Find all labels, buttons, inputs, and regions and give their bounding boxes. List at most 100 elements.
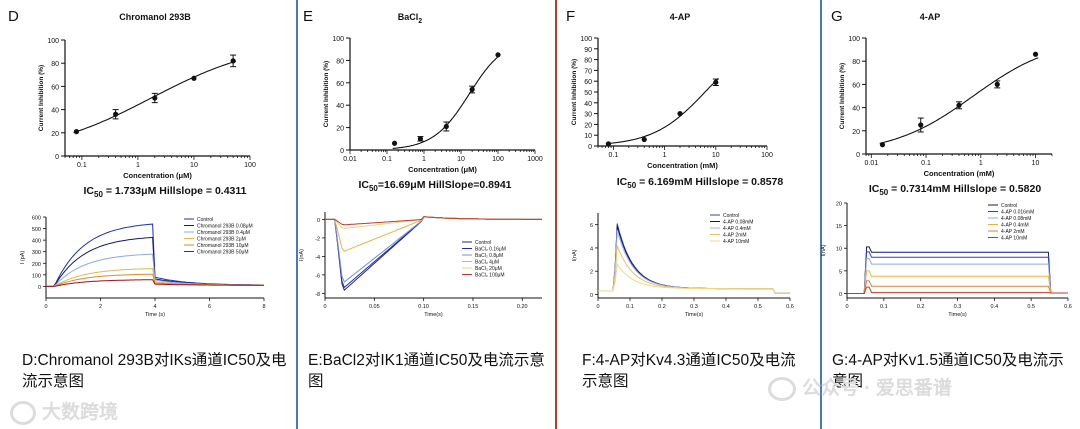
trace-0-ylabel: I (pA) <box>20 251 26 265</box>
trace-3-series-line <box>847 246 1068 294</box>
trace-2-xtick-label: 0.1 <box>626 304 634 310</box>
trace-0-xlabel: Time (s) <box>145 312 165 318</box>
trace-1-xtick-label: 0.15 <box>468 304 479 310</box>
dose-1-xtick-label: 100 <box>492 156 504 163</box>
trace-3-ytick-label: 10 <box>836 247 842 253</box>
trace-2-legend-label: 4-AP 10mM <box>723 239 749 245</box>
trace-3-legend-label: 4-AP 0.08mM <box>1001 216 1031 222</box>
trace-2-ytick-label: 6 <box>590 223 593 229</box>
caption-d: D:Chromanol 293B对IKs通道IC50及电 流示意图 <box>22 352 287 390</box>
dose-0-ylabel: Current Inhibition (%) <box>38 65 45 131</box>
trace-0-legend-label: Chromanol 293B 10μM <box>197 243 249 249</box>
dose-3-xtick-label: 10 <box>1032 160 1040 167</box>
panel-title-e: BaCl2 <box>397 12 423 25</box>
trace-3-xtick-label: 0.1 <box>880 304 888 310</box>
trace-3-series-line <box>847 286 1068 294</box>
ic50-text-f: IC50 = 6.169mM Hillslope = 0.8578 <box>616 176 784 191</box>
trace-0-legend-label: Chromanol 293B 0.4μM <box>197 230 250 236</box>
dose-2-data-point <box>605 141 612 147</box>
panel-title-f: 4-AP <box>669 12 691 22</box>
trace-1-legend-label: BaCl₂ 100μM <box>475 273 505 279</box>
dose-2-ytick-label: 10 <box>584 133 592 140</box>
trace-1-xtick-label: 0.20 <box>517 304 528 310</box>
trace-0-legend-label: Chromanol 293B 2μM <box>197 237 246 243</box>
dose-2-xtick-label: 0.1 <box>609 152 619 159</box>
trace-0-ytick-label: 400 <box>32 239 41 245</box>
dose-0-ytick-label: 0 <box>55 154 59 161</box>
trace-3-xtick-label: 0.3 <box>954 304 962 310</box>
trace-2-ytick-label: 0 <box>590 293 593 299</box>
trace-0-xtick-label: 6 <box>208 304 211 310</box>
dose-0-ytick-label: 60 <box>51 84 59 91</box>
dose-0-ytick-label: 80 <box>51 61 59 68</box>
trace-3-series-line <box>847 251 1068 294</box>
trace-3-xtick-label: 0.6 <box>1064 304 1072 310</box>
trace-2-legend-label: 4-AP 0.08mM <box>723 220 753 226</box>
dose-1-xtick-label: 1 <box>422 156 426 163</box>
link-logo-icon <box>10 400 36 425</box>
dose-1-data-point <box>495 52 501 58</box>
dose-3-data-point <box>956 102 962 108</box>
trace-2-ytick-label: 2 <box>590 270 593 276</box>
wechat-icon <box>768 376 796 401</box>
panel-title-d: Chromanol 293B <box>119 12 191 22</box>
trace-2-series-line <box>598 223 790 294</box>
dose-1-xtick-label: 0.01 <box>343 156 357 163</box>
trace-1-xlabel: Time(s) <box>424 312 443 318</box>
trace-3-legend-label: 4-AP 0.4mM <box>1001 223 1029 229</box>
trace-1-series-line <box>325 216 542 292</box>
dose-0-ytick-label: 100 <box>47 38 59 45</box>
dose-2-ytick-label: 100 <box>580 36 592 43</box>
dose-0-xtick-label: 1 <box>136 162 140 169</box>
dose-1-ytick-label: 60 <box>336 81 344 88</box>
trace-1-legend-label: Control <box>475 240 491 246</box>
dose-1-ytick-label: 20 <box>336 126 344 133</box>
trace-2-series-line <box>598 225 790 294</box>
dose-2-ytick-label: 80 <box>584 58 592 65</box>
dose-2-ytick-label: 90 <box>584 47 592 54</box>
dose-1-data-point <box>417 136 424 142</box>
dose-2-xtick-label: 100 <box>761 152 773 159</box>
trace-1-ytick-label: -2 <box>315 236 320 242</box>
trace-1-xtick-label: 0.05 <box>369 304 380 310</box>
trace-3-ytick-label: 0 <box>839 292 842 298</box>
dose-3-data-point <box>879 142 886 148</box>
divider-2 <box>555 0 557 429</box>
trace-3-legend-label: Control <box>1001 203 1017 209</box>
dose-3-ytick-label: 60 <box>852 82 860 89</box>
dose-0-xlabel: Concentration (μM) <box>123 171 192 180</box>
trace-0-ytick-label: 100 <box>32 273 41 279</box>
trace-3-ytick-label: 20 <box>836 202 842 208</box>
trace-1-legend-label: BaCl₂ 4μM <box>475 260 499 266</box>
dose-2-ytick-label: 70 <box>584 68 592 75</box>
trace-3-legend-label: 4-AP 2mM <box>1001 229 1025 235</box>
dose-0-data-point <box>191 75 197 81</box>
trace-0-ytick-label: 500 <box>32 227 41 233</box>
panel-letter-d: D <box>8 8 19 25</box>
trace-1-ytick-label: 0 <box>317 218 320 224</box>
watermark-left: 大数跨境 <box>10 397 118 425</box>
dose-0-xtick-label: 100 <box>244 162 256 169</box>
watermark-right: 公众号 · 爱思番谱 <box>768 373 952 401</box>
trace-3-ytick-label: 5 <box>839 269 842 275</box>
trace-1-legend-label: BaCl₂ 0.8μM <box>475 253 503 259</box>
dose-3-ytick-label: 0 <box>856 152 860 159</box>
dose-1-ytick-label: 80 <box>336 58 344 65</box>
trace-1-series-line <box>325 216 542 230</box>
trace-3-legend-label: 4-AP 10mM <box>1001 236 1027 242</box>
dose-2-ytick-label: 20 <box>584 122 592 129</box>
trace-1-legend-label: BaCl₂ 20μM <box>475 266 502 272</box>
trace-1-ylabel: I(nA) <box>299 249 305 261</box>
dose-3-xtick-label: 1 <box>979 160 983 167</box>
dose-3-data-point <box>918 122 924 128</box>
dose-3-xtick-label: 0.01 <box>864 160 878 167</box>
dose-2-data-point <box>713 79 719 85</box>
dose-1-data-point <box>443 123 449 130</box>
trace-2-legend-label: 4-AP 2mM <box>723 233 747 239</box>
dose-0-data-point <box>230 58 236 64</box>
dose-0-ytick-label: 20 <box>51 131 59 138</box>
dose-2-ytick-label: 50 <box>584 90 592 97</box>
dose-0-xtick-label: 10 <box>190 162 198 169</box>
dose-2-data-point <box>641 136 647 143</box>
